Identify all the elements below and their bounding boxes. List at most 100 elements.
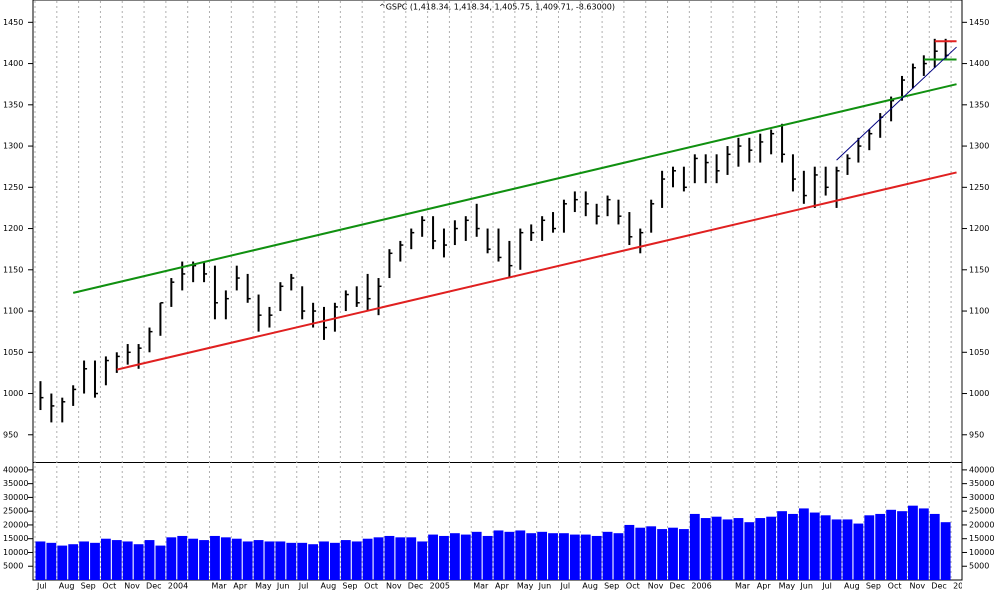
volume-bar	[220, 537, 231, 580]
volume-tick-label: 20000	[3, 520, 28, 529]
x-tick-label: Sep	[866, 582, 881, 591]
y-tick-label: 1450	[969, 18, 989, 27]
volume-bar	[788, 513, 798, 580]
x-tick-label: Aug	[321, 582, 337, 591]
volume-bar	[286, 542, 297, 580]
volume-bar	[515, 530, 526, 580]
volume-bar	[700, 518, 711, 580]
volume-bar	[231, 538, 242, 580]
volume-bar	[657, 529, 667, 580]
x-tick-label: 2006	[691, 582, 711, 591]
y-tick-label: 1350	[969, 100, 989, 109]
y-tick-label: 1000	[969, 389, 989, 398]
x-tick-label: May	[779, 582, 796, 591]
volume-tick-label: 30000	[3, 493, 28, 502]
volume-bar	[526, 533, 537, 580]
volume-bar	[777, 511, 787, 580]
x-tick-label: Apr	[233, 582, 248, 591]
volume-bar	[689, 513, 700, 580]
volume-bar	[537, 531, 548, 580]
volume-bar	[602, 531, 613, 580]
volume-bar	[886, 509, 897, 580]
x-tick-label: May	[517, 582, 534, 591]
x-tick-label: Apr	[757, 582, 772, 591]
volume-bar	[460, 534, 471, 580]
x-tick-label: Mar	[211, 582, 227, 591]
x-tick-label: Sep	[342, 582, 357, 591]
volume-bar	[100, 538, 111, 580]
trendline	[72, 83, 957, 294]
y-tick-label: 1250	[3, 183, 23, 192]
volume-bar	[559, 533, 569, 580]
x-tick-label: Mar	[473, 582, 489, 591]
volume-bar	[755, 518, 766, 580]
x-tick-label: Oct	[364, 582, 378, 591]
volume-bar	[199, 540, 209, 580]
volume-bar	[493, 530, 504, 580]
y-tick-label: 950	[969, 430, 984, 439]
volume-bar	[580, 534, 591, 580]
y-tick-label: 950	[3, 430, 18, 439]
y-tick-label: 1100	[3, 307, 23, 316]
volume-bar	[471, 531, 482, 580]
volume-bar	[155, 545, 166, 580]
volume-bar	[864, 515, 875, 580]
volume-bar	[242, 541, 253, 580]
volume-bar	[79, 541, 89, 580]
trendline	[116, 171, 957, 371]
volume-bar	[439, 535, 449, 580]
volume-bar	[875, 513, 886, 580]
x-tick-label: 2007	[953, 582, 973, 591]
volume-tick-label: 25000	[3, 507, 28, 516]
y-tick-label: 1200	[969, 224, 989, 233]
volume-tick-label: 35000	[3, 479, 28, 488]
volume-bar	[122, 541, 133, 580]
volume-tick-label: 5000	[969, 562, 989, 571]
x-tick-label: Jun	[276, 582, 290, 591]
volume-bar	[940, 522, 951, 580]
volume-bar	[275, 541, 286, 580]
x-tick-label: Aug	[582, 582, 598, 591]
x-tick-label: Aug	[59, 582, 75, 591]
volume-bar	[711, 516, 722, 580]
volume-bar	[613, 533, 624, 580]
volume-bar	[624, 524, 635, 580]
volume-bar	[373, 537, 384, 580]
volume-tick-label: 10000	[969, 548, 994, 557]
x-tick-label: Dec	[670, 582, 685, 591]
y-tick-label: 1250	[969, 183, 989, 192]
y-tick-label: 1300	[969, 142, 989, 151]
volume-bar	[766, 516, 777, 580]
volume-bar	[809, 512, 820, 580]
volume-tick-label: 15000	[3, 534, 28, 543]
y-tick-label: 1150	[3, 265, 23, 274]
volume-bar	[133, 544, 144, 580]
y-tick-label: 1100	[969, 307, 989, 316]
y-tick-label: 1050	[3, 348, 23, 357]
volume-bar	[908, 505, 918, 580]
volume-tick-label: 20000	[969, 520, 994, 529]
volume-bar	[166, 537, 177, 580]
volume-bar	[853, 523, 864, 580]
volume-bar	[264, 541, 275, 580]
volume-bar	[591, 535, 602, 580]
volume-bar	[635, 527, 646, 580]
x-tick-label: Mar	[735, 582, 751, 591]
volume-tick-label: 5000	[3, 562, 23, 571]
volume-bar	[330, 542, 340, 580]
x-tick-label: Jul	[36, 582, 47, 591]
y-tick-label: 1300	[3, 142, 23, 151]
x-tick-label: Nov	[386, 582, 402, 591]
volume-tick-label: 30000	[969, 493, 994, 502]
x-tick-label: Jun	[799, 582, 813, 591]
volume-bar	[46, 542, 57, 580]
x-tick-label: Apr	[495, 582, 510, 591]
volume-bar	[722, 519, 733, 580]
x-tick-label: Dec	[931, 582, 946, 591]
volume-bar	[253, 540, 264, 580]
x-tick-label: 2004	[168, 582, 188, 591]
x-labels: Jul Aug Sep Oct Nov Dec 2004 Mar Apr May Jun Jul Aug…	[36, 582, 973, 591]
volume-bar	[395, 537, 406, 580]
x-tick-label: Jul	[559, 582, 570, 591]
